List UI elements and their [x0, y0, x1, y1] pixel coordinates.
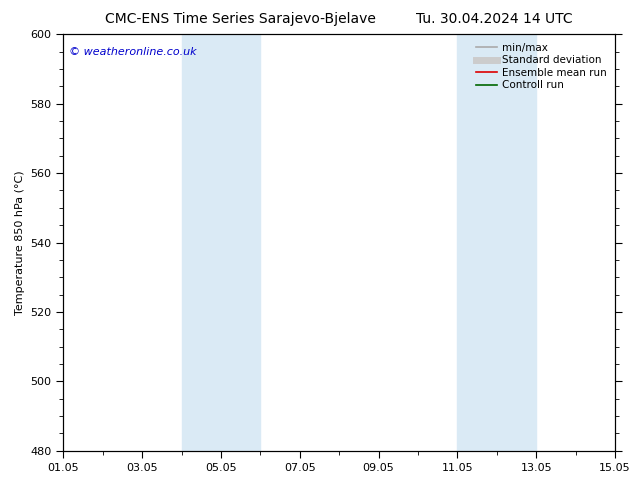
- Y-axis label: Temperature 850 hPa (°C): Temperature 850 hPa (°C): [15, 170, 25, 315]
- Bar: [181, 34, 261, 451]
- Bar: [457, 34, 536, 451]
- Text: CMC-ENS Time Series Sarajevo-Bjelave: CMC-ENS Time Series Sarajevo-Bjelave: [105, 12, 377, 26]
- Text: Tu. 30.04.2024 14 UTC: Tu. 30.04.2024 14 UTC: [416, 12, 573, 26]
- Legend: min/max, Standard deviation, Ensemble mean run, Controll run: min/max, Standard deviation, Ensemble me…: [473, 40, 610, 94]
- Text: © weatheronline.co.uk: © weatheronline.co.uk: [69, 47, 197, 57]
